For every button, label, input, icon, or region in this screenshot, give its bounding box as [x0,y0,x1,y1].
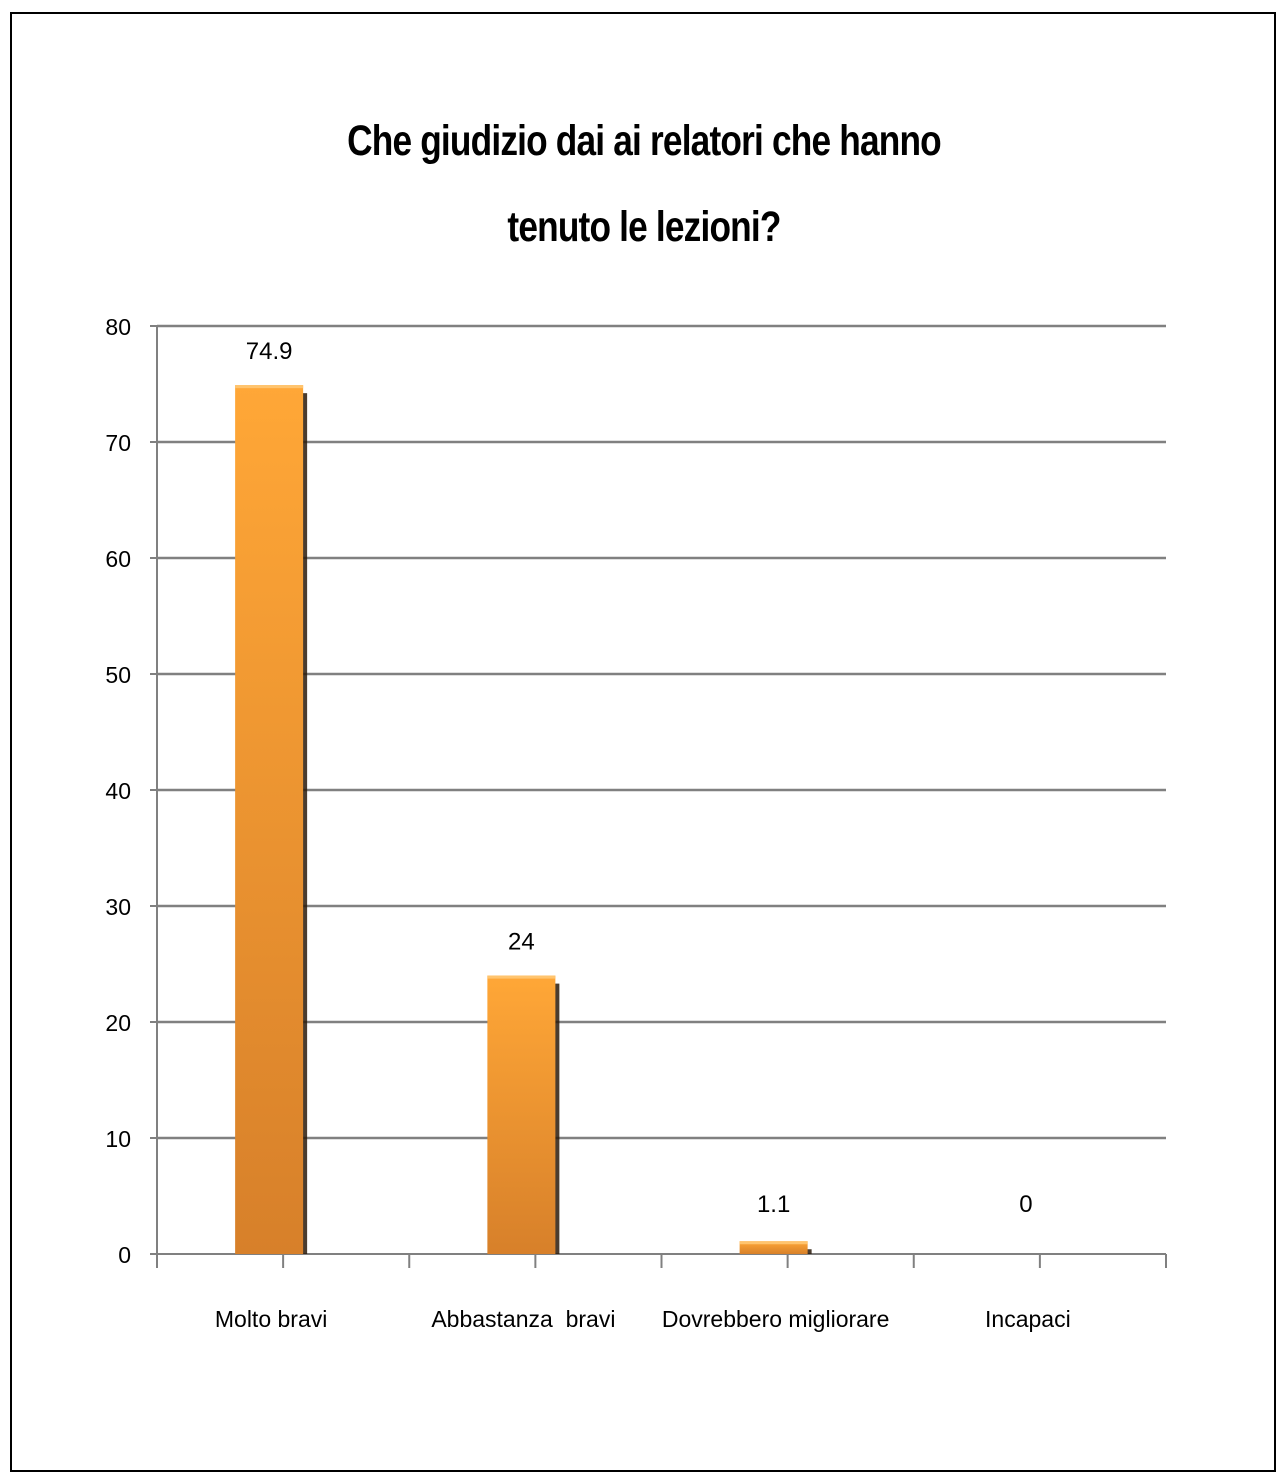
chart-frame [10,12,1276,1472]
bar-2 [739,1241,808,1254]
bars [235,385,812,1254]
y-tick-label-60: 60 [105,546,131,572]
y-tick-label-50: 50 [105,662,131,688]
data-label-2: 1.1 [757,1191,790,1218]
chart-title-line-1: Che giudizio dai ai relatori che hanno [347,117,942,165]
y-tick-label-40: 40 [105,778,131,804]
chart-title-line-2: tenuto le lezioni? [507,203,781,251]
data-label-3: 0 [1019,1191,1032,1218]
axes [150,325,1167,1268]
gridlines [157,324,1166,1140]
chart-title: Che giudizio dai ai relatori che hanno t… [116,98,1172,270]
y-tick-label-70: 70 [105,430,131,456]
y-tick-label-0: 0 [118,1242,131,1268]
data-label-1: 24 [508,929,535,956]
y-tick-label-20: 20 [105,1010,131,1036]
bar-1 [487,975,556,1254]
category-label-1: Abbastanza bravi [431,1306,615,1332]
bar-0 [235,385,304,1254]
y-tick-label-80: 80 [105,314,131,340]
bar-highlight-0 [235,385,304,389]
y-tick-label-30: 30 [105,894,131,920]
category-label-3: Incapaci [985,1306,1071,1332]
y-tick-label-10: 10 [105,1126,131,1152]
labels: 0 10 20 30 40 50 60 70 80 74.9 Molto bravi 24 Abbast… [105,314,1070,1332]
category-label-2: Dovrebbero migliorare [662,1306,890,1332]
bar-highlight-1 [487,975,556,979]
category-label-0: Molto bravi [215,1306,327,1332]
data-label-0: 74.9 [246,338,293,365]
bar-highlight-2 [739,1241,808,1245]
